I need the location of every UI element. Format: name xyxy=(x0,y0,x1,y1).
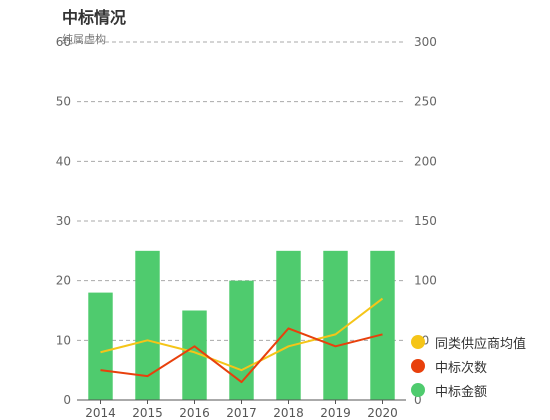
y-right-tick-label: 300 xyxy=(414,35,437,49)
legend-item[interactable]: 中标次数 xyxy=(411,354,526,378)
chart-subtitle: 纯属虚构 xyxy=(62,33,106,46)
chart-title: 中标情况 xyxy=(62,8,127,27)
x-tick-label: 2015 xyxy=(132,406,163,420)
legend-label: 中标次数 xyxy=(435,360,488,376)
x-tick-label: 2018 xyxy=(273,406,304,420)
legend: 同类供应商均值 中标次数中标金额 xyxy=(411,330,526,402)
legend-label: 中标金额 xyxy=(435,384,488,400)
legend-item[interactable]: 中标金额 xyxy=(411,378,526,402)
y-left-tick-label: 20 xyxy=(56,274,71,288)
y-left-tick-label: 50 xyxy=(56,95,71,109)
bar xyxy=(370,250,395,400)
y-left-tick-label: 10 xyxy=(56,333,71,347)
bar xyxy=(276,250,301,400)
x-tick-label: 2020 xyxy=(367,406,398,420)
bar xyxy=(88,292,113,400)
x-tick-label: 2019 xyxy=(320,406,351,420)
y-right-tick-label: 250 xyxy=(414,95,437,109)
y-right-tick-label: 0 xyxy=(414,393,422,407)
legend-label: 同类供应商均值 xyxy=(435,336,527,352)
series-line xyxy=(100,327,383,384)
x-tick-label: 2014 xyxy=(85,406,116,420)
y-left-tick-label: 60 xyxy=(56,35,71,49)
bar xyxy=(323,250,348,400)
y-left-tick-label: 0 xyxy=(63,393,71,407)
bar xyxy=(229,280,254,400)
x-tick-label: 2016 xyxy=(179,406,210,420)
legend-marker xyxy=(411,335,425,349)
bar xyxy=(135,250,160,400)
y-right-tick-label: 200 xyxy=(414,154,437,168)
y-left-tick-label: 40 xyxy=(56,154,71,168)
legend-marker xyxy=(411,383,425,397)
legend-item[interactable]: 同类供应商均值 xyxy=(411,330,526,354)
y-right-tick-label: 150 xyxy=(414,214,437,228)
series-line xyxy=(100,297,384,372)
y-left-tick-label: 30 xyxy=(56,214,71,228)
legend-marker xyxy=(411,359,425,373)
y-right-tick-label: 100 xyxy=(414,274,437,288)
x-tick-label: 2017 xyxy=(226,406,257,420)
